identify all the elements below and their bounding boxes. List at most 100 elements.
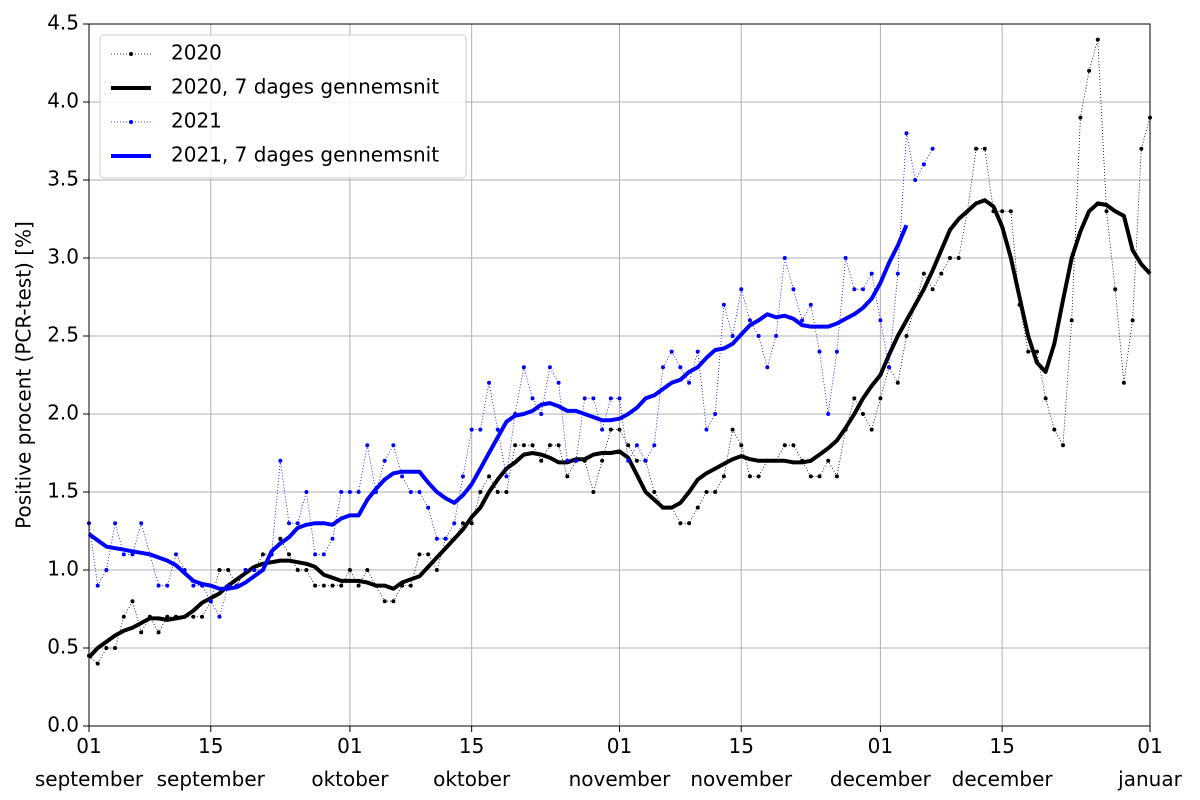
x-tick-label: 01 oktober	[311, 734, 389, 791]
legend-marker	[129, 52, 133, 56]
data-point	[547, 365, 552, 370]
data-point	[678, 365, 683, 370]
series-line	[87, 224, 909, 591]
data-point	[313, 583, 318, 588]
plot-frame	[88, 23, 1151, 727]
data-point	[243, 568, 248, 572]
y-tick-label: 1.0	[47, 557, 79, 581]
x-tick-label: 15 oktober	[433, 734, 511, 791]
data-point	[756, 334, 761, 338]
data-point	[121, 614, 126, 619]
data-point	[600, 458, 605, 463]
data-point	[600, 427, 605, 432]
data-point	[513, 443, 518, 448]
data-point	[400, 474, 405, 479]
data-point	[295, 568, 300, 572]
data-point	[713, 412, 718, 416]
data-point	[817, 474, 822, 479]
x-tick-label: 01 januar	[1118, 734, 1182, 791]
data-point	[834, 474, 839, 479]
data-point	[426, 552, 431, 557]
data-point	[104, 646, 109, 650]
data-point	[626, 458, 631, 463]
data-point	[313, 552, 318, 557]
data-point	[478, 490, 483, 494]
data-point	[304, 490, 309, 494]
data-point	[808, 474, 813, 479]
data-point	[460, 521, 465, 526]
data-point	[878, 318, 883, 323]
y-tick-label: 3.0	[47, 245, 79, 269]
data-point	[1043, 396, 1048, 401]
y-tick-label: 4.5	[47, 11, 79, 35]
data-point	[617, 427, 622, 432]
data-point	[113, 646, 118, 650]
data-point	[547, 443, 552, 448]
data-point	[791, 443, 796, 448]
data-point	[304, 568, 309, 572]
data-point	[826, 458, 831, 463]
data-point	[556, 443, 561, 448]
data-point	[704, 427, 709, 432]
data-point	[1069, 318, 1074, 323]
data-point	[356, 583, 361, 588]
legend-marker	[129, 120, 133, 124]
data-point	[678, 521, 683, 526]
data-point	[521, 443, 526, 448]
data-point	[495, 427, 500, 432]
data-point	[321, 552, 326, 557]
data-point	[852, 287, 857, 292]
data-point	[1095, 37, 1100, 42]
data-point	[139, 630, 144, 635]
data-point	[539, 412, 544, 416]
legend-label: 2021, 7 dages gennemsnit	[171, 143, 439, 167]
x-tick-label: 01 december	[829, 734, 931, 791]
data-point	[321, 583, 326, 588]
data-point	[982, 146, 987, 151]
data-point	[217, 614, 222, 619]
data-point	[452, 521, 457, 526]
data-point	[339, 583, 344, 588]
data-point	[730, 427, 735, 432]
data-point	[330, 583, 335, 588]
data-point	[191, 614, 196, 619]
x-tick-label: 15 september	[156, 734, 265, 791]
data-point	[365, 443, 370, 448]
data-point	[521, 365, 526, 370]
data-point	[565, 458, 570, 463]
data-point	[869, 271, 874, 276]
data-point	[634, 443, 639, 448]
data-point	[417, 490, 422, 494]
data-point	[252, 568, 257, 572]
data-point	[382, 458, 387, 463]
data-point	[434, 536, 439, 541]
data-point	[617, 396, 622, 401]
data-point	[1104, 209, 1109, 214]
y-tick-label: 4.0	[47, 89, 79, 113]
data-point	[1087, 68, 1092, 73]
y-tick-label: 0.0	[47, 713, 79, 737]
data-point	[443, 536, 448, 541]
data-point	[861, 412, 866, 416]
data-point	[460, 474, 465, 479]
data-point	[808, 302, 813, 307]
data-point	[139, 521, 144, 526]
data-point	[687, 521, 692, 526]
legend-label: 2021	[171, 109, 222, 133]
data-point	[739, 287, 744, 292]
y-axis-label: Positive procent (PCR-test) [%]	[12, 221, 36, 529]
x-tick-label: 15 november	[690, 734, 793, 791]
data-point	[721, 474, 726, 479]
data-point	[869, 427, 874, 432]
data-point	[504, 490, 509, 494]
data-point	[634, 458, 639, 463]
data-point	[669, 349, 674, 354]
data-point	[278, 536, 283, 541]
data-point	[774, 334, 779, 338]
data-point	[913, 178, 918, 182]
data-point	[582, 396, 587, 401]
legend: 2020 2020, 7 dages gennemsnit 2021 2021, 7 …	[99, 34, 467, 179]
data-point	[713, 490, 718, 494]
data-point	[530, 443, 535, 448]
data-point	[826, 412, 831, 416]
